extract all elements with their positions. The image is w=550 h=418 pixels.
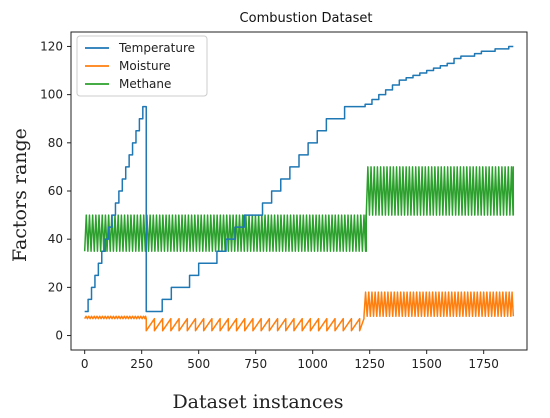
x-tick-label: 0 — [81, 357, 89, 371]
x-tick-label: 1750 — [468, 357, 499, 371]
x-tick-label: 1250 — [354, 357, 385, 371]
legend-box — [76, 35, 208, 97]
x-tick-label: 1000 — [297, 357, 328, 371]
series-line-temperature — [84, 45, 514, 313]
legend-label-temperature: Temperature — [118, 41, 195, 55]
series-line-methane — [83, 166, 515, 252]
legend-label-moisture: Moisture — [119, 59, 171, 73]
x-tick-label: 1500 — [411, 357, 442, 371]
series-line-moisture — [84, 291, 515, 332]
legend-label-methane: Methane — [119, 77, 171, 91]
x-axis-ticks: 0 250 500 750 1000 1250 1500 1750 — [81, 350, 499, 371]
x-tick-label: 750 — [244, 357, 267, 371]
y-tick-label: 120 — [40, 39, 63, 53]
y-tick-label: 80 — [48, 136, 63, 150]
x-axis-label: Dataset instances — [172, 391, 343, 413]
x-tick-label: 500 — [187, 357, 210, 371]
plot-area — [83, 45, 515, 332]
y-axis-label: Factors range — [9, 128, 31, 262]
y-tick-label: 60 — [48, 184, 63, 198]
y-tick-label: 20 — [48, 280, 63, 294]
legend: Temperature Moisture Methane — [76, 35, 208, 97]
x-tick-label: 250 — [130, 357, 153, 371]
y-tick-label: 0 — [55, 329, 63, 343]
y-tick-label: 100 — [40, 88, 63, 102]
y-tick-label: 40 — [48, 232, 63, 246]
y-axis-ticks: 0 20 40 60 80 100 120 — [40, 39, 71, 343]
chart-title: Combustion Dataset — [240, 11, 373, 26]
